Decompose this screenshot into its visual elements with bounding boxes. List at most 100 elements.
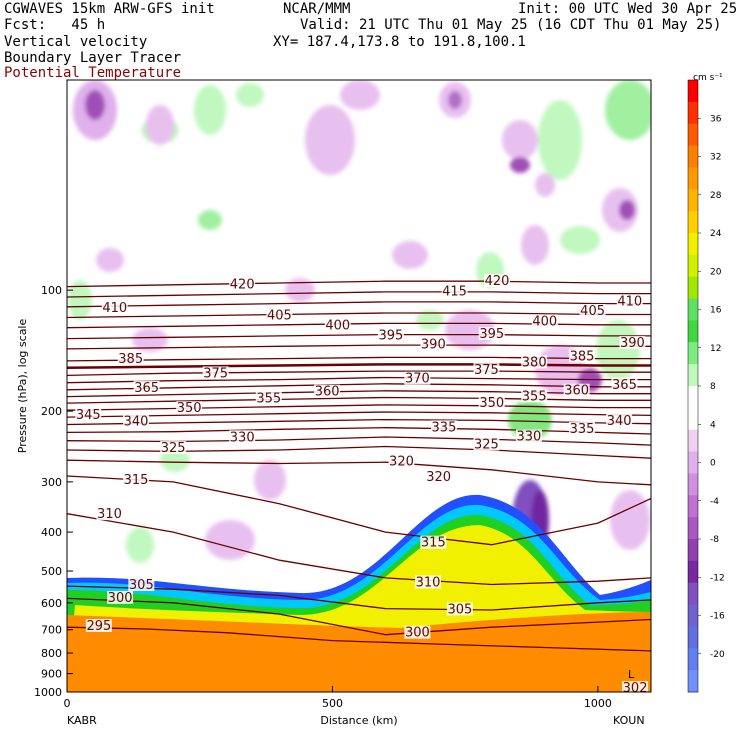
cross-section-coords: XY= 187.4,173.8 to 191.8,100.1 [273,34,526,50]
theta-label: 315 [124,473,149,488]
theta-label: 365 [134,381,159,396]
valid-time: Valid: 21 UTC Thu 01 May 25 (16 CDT Thu … [300,17,722,33]
colorbar-swatch [688,582,698,606]
x-tick-label: 1000 [584,697,612,710]
theta-label-bg [420,535,447,549]
colorbar-swatch [688,473,698,496]
theta-label-bg [266,308,293,322]
right-station-label: KOUN [613,714,645,727]
theta-contour-390 [67,344,651,350]
theta-label-bg [616,294,643,308]
theta-label-bg [568,349,595,363]
colorbar-tick-label: 8 [710,382,716,392]
theta-label-bg [531,314,558,328]
theta-label: 305 [447,602,472,617]
colorbar-swatch [688,407,698,431]
model-center: NCAR/MMM [283,1,351,17]
theta-contour-385 [67,356,651,362]
theta-label-bg [521,355,548,369]
theta-label-bg [377,328,404,342]
colorbar-swatch [688,101,698,125]
theta-label-bg [420,337,447,351]
forecast-hour: Fcst: 45 h [4,17,106,33]
theta-label-bg [521,389,548,403]
theta-label: 325 [474,438,499,453]
theta-label-bg [446,602,473,616]
theta-contour-375 [67,370,651,377]
theta-label-bg [606,413,633,427]
y-tick-label: 200 [41,405,62,418]
colorbar-swatch [688,604,698,627]
theta-label: 310 [416,575,441,590]
y-axis: 100 200 300 400 500 600 700 800 900 1000 [34,284,73,699]
theta-label: 415 [442,285,467,300]
theta-contour-410 [67,301,651,308]
theta-contour-300 [67,597,651,636]
theta-label: 330 [230,430,255,445]
colorbar-swatch [688,80,698,103]
x-tick-label: 500 [322,697,343,710]
theta-label: 390 [620,336,645,351]
x-axis-label: Distance (km) [320,714,397,727]
theta-label-bg [96,507,123,521]
theta-label-bg [568,421,595,435]
colorbar-tick-label: 16 [710,306,722,316]
colorbar-tick-label: 32 [710,153,721,163]
theta-contour-350 [67,404,651,411]
y-tick-label: 500 [41,565,62,578]
theta-label-bg [229,277,256,291]
colorbar-unit: cm s⁻¹ [693,73,723,83]
colorbar-swatch [688,276,698,300]
theta-label-bg [101,300,128,314]
theta-label: 400 [325,319,350,334]
colorbar-swatch [688,495,698,518]
theta-label: 300 [405,626,430,641]
colorbar-tick-label: -16 [710,612,725,622]
theta-contour-345 [67,411,651,418]
theta-label: 302 [623,681,648,696]
y-tick-label: 100 [41,284,62,297]
chart-title: CGWAVES 15km ARW-GFS init [4,1,215,17]
y-tick-label: 800 [41,647,62,660]
theta-label-bg [478,326,505,340]
theta-label-bg [473,437,500,451]
theta-label-bg [441,284,468,298]
theta-label: 385 [118,352,143,367]
theta-label: 345 [76,408,101,423]
theta-label: 420 [485,274,510,289]
theta-label: 355 [522,389,547,404]
colorbar-tick-label: 4 [710,420,716,430]
theta-label: 340 [124,415,149,430]
field-label-potential-temperature: Potential Temperature [4,65,182,81]
theta-label: 405 [580,304,605,319]
theta-label: 335 [570,422,595,437]
theta-label: 420 [230,278,255,293]
colorbar-swatch [688,560,698,584]
theta-contour-380 [67,363,651,369]
theta-label-bg [415,575,442,589]
x-tick-label: 0 [64,697,71,710]
theta-contour-320 [67,459,651,486]
colorbar-swatch [688,429,698,453]
y-tick-label: 900 [41,668,62,681]
theta-label-bg [478,395,505,409]
theta-label-bg [123,472,150,486]
field-label-vertical-velocity: Vertical velocity [4,34,148,50]
theta-contour-340 [67,418,651,426]
theta-label: 295 [86,619,111,634]
theta-label: 320 [389,454,414,469]
theta-label-bg [202,366,229,380]
theta-label-bg [229,430,256,444]
colorbar-tick-label: 24 [710,229,722,239]
colorbar-swatch [688,320,698,343]
theta-label: 325 [161,441,186,456]
theta-contour-335 [67,427,651,435]
theta-label: 375 [203,366,228,381]
theta-label-bg [176,401,203,415]
colorbar-tick-label: 12 [710,344,721,354]
y-tick-label: 700 [41,624,62,637]
theta-label: 400 [532,314,557,329]
theta-contour-310 [67,513,651,586]
theta-label-bg [473,363,500,377]
theta-label-bg [160,441,187,455]
